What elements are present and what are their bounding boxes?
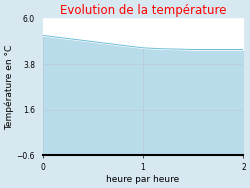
X-axis label: heure par heure: heure par heure [106, 175, 180, 184]
Title: Evolution de la température: Evolution de la température [60, 4, 226, 17]
Y-axis label: Température en °C: Température en °C [4, 44, 14, 130]
